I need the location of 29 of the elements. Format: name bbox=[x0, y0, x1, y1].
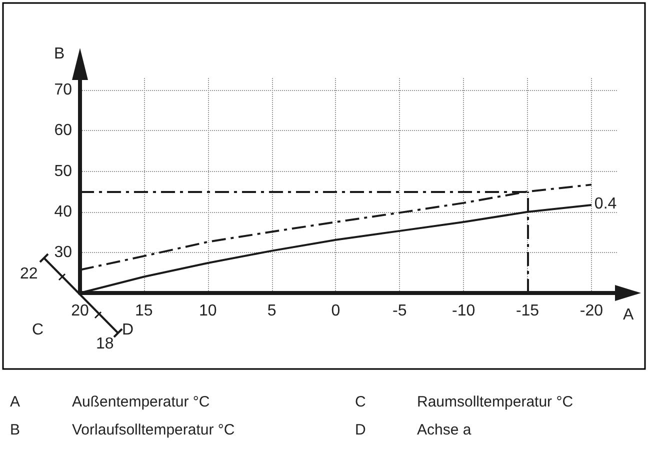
x-tick-label: 20 bbox=[71, 302, 89, 320]
text: C bbox=[32, 322, 44, 338]
text: D bbox=[355, 422, 366, 438]
text: Außentemperatur °C bbox=[72, 394, 210, 410]
x-tick-label: 0 bbox=[331, 302, 340, 320]
x-tick-label: -15 bbox=[516, 302, 540, 320]
text: A bbox=[10, 394, 20, 410]
text: C bbox=[355, 394, 366, 410]
annotation: 0.4 bbox=[594, 195, 617, 212]
y-tick-label: 30 bbox=[54, 244, 72, 261]
text: B bbox=[10, 422, 20, 438]
x-tick-label: -5 bbox=[392, 302, 407, 320]
text: 22 bbox=[20, 266, 38, 282]
x-axis-title: A bbox=[623, 306, 634, 324]
text: Raumsolltemperatur °C bbox=[417, 394, 574, 410]
x-tick-label: 5 bbox=[267, 302, 276, 320]
text: Achse a bbox=[417, 422, 472, 438]
x-tick-label: -20 bbox=[580, 302, 604, 320]
x-tick-label: 15 bbox=[135, 302, 153, 320]
text: Vorlaufsolltemperatur °C bbox=[72, 422, 235, 438]
text: 18 bbox=[96, 336, 114, 352]
y-axis-title: B bbox=[54, 46, 65, 62]
y-tick-label: 40 bbox=[54, 203, 72, 220]
x-tick-label: -10 bbox=[452, 302, 476, 320]
x-tick-label: 10 bbox=[198, 302, 217, 320]
y-tick-label: 70 bbox=[54, 82, 72, 99]
text: D bbox=[122, 322, 134, 338]
y-tick-label: 50 bbox=[54, 162, 72, 180]
y-tick-label: 60 bbox=[54, 122, 72, 140]
